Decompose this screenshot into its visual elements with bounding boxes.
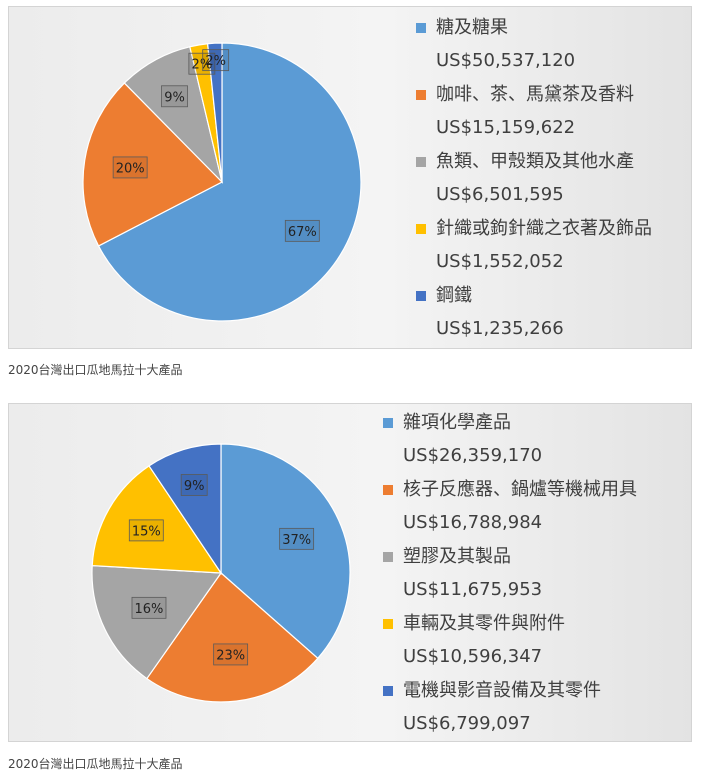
legend-label: 鋼鐵 — [436, 285, 472, 306]
legend-value: US$6,799,097 — [403, 713, 531, 734]
legend-swatch — [383, 552, 393, 562]
legend-item: 針織或鉤針織之衣著及飾品 US$1,552,052 — [416, 212, 652, 279]
legend-1: 糖及糖果 US$50,537,120 咖啡、茶、馬黛茶及香料 US$15,159… — [416, 11, 652, 346]
legend-item: 咖啡、茶、馬黛茶及香料 US$15,159,622 — [416, 78, 652, 145]
legend-swatch — [383, 619, 393, 629]
data-label: 15% — [132, 524, 161, 539]
data-label: 20% — [116, 161, 145, 176]
legend-swatch — [416, 224, 426, 234]
pie-slice — [91, 465, 223, 574]
pie-chart-1: 67% 20% 9% 2%2% — [82, 42, 362, 322]
legend-swatch — [383, 418, 393, 428]
legend-item: 電機與影音設備及其零件 US$6,799,097 — [383, 674, 637, 741]
legend-label: 魚類、甲殼類及其他水產 — [436, 151, 634, 172]
legend-label: 車輛及其零件與附件 — [403, 613, 565, 634]
data-label-box — [202, 49, 230, 72]
chart-caption: 2020台灣出口瓜地馬拉十大產品 — [8, 363, 183, 377]
data-label: 23% — [216, 648, 245, 663]
legend-value: US$16,788,984 — [403, 512, 543, 533]
data-label: 16% — [135, 602, 164, 617]
legend-item: 核子反應器、鍋爐等機械用具 US$16,788,984 — [383, 473, 637, 540]
pie-slice — [206, 42, 223, 183]
legend-item: 塑膠及其製品 US$11,675,953 — [383, 540, 637, 607]
legend-value: US$15,159,622 — [436, 117, 576, 138]
data-label: 9% — [184, 479, 205, 494]
legend-value: US$50,537,120 — [436, 50, 576, 71]
legend-swatch — [416, 90, 426, 100]
pie-chart-panel-2: 37% 23% 16% 15% 9% 雜項化學產品 US$26,359,170 核子反應… — [8, 403, 692, 742]
legend-swatch — [383, 686, 393, 696]
legend-label: 咖啡、茶、馬黛茶及香料 — [436, 84, 634, 105]
data-label: 9% — [164, 90, 185, 105]
pie-slice — [146, 572, 319, 703]
legend-label: 電機與影音設備及其零件 — [403, 680, 601, 701]
pie-chart-panel-1: 67% 20% 9% 2% 2% 糖及糖果 US$50,537,120 咖啡、茶、馬黛茶… — [8, 6, 692, 349]
data-label: 67% — [288, 225, 317, 240]
legend-swatch — [383, 485, 393, 495]
legend-value: US$1,552,052 — [436, 251, 564, 272]
legend-label: 糖及糖果 — [436, 17, 508, 38]
legend-swatch — [416, 157, 426, 167]
legend-value: US$26,359,170 — [403, 445, 543, 466]
data-label-box — [284, 219, 320, 242]
legend-item: 糖及糖果 US$50,537,120 — [416, 11, 652, 78]
data-label: 2% — [192, 58, 213, 73]
pie-slice — [220, 443, 351, 660]
data-label-box — [128, 519, 164, 542]
pie-chart-2: 37% 23% 16% 15% 9% — [91, 443, 351, 703]
legend-value: US$10,596,347 — [403, 646, 543, 667]
data-label-box — [279, 527, 315, 550]
pie-slice — [82, 82, 223, 247]
pie-slice — [97, 42, 362, 322]
data-label-box — [131, 596, 167, 619]
data-label-box — [161, 85, 188, 108]
chart-caption: 2020台灣出口瓜地馬拉十大產品 — [8, 757, 183, 771]
data-label: 2% — [205, 54, 226, 69]
data-label-box — [188, 52, 216, 75]
legend-label: 雜項化學產品 — [403, 412, 511, 433]
legend-item: 車輛及其零件與附件 US$10,596,347 — [383, 607, 637, 674]
legend-value: US$1,235,266 — [436, 318, 564, 339]
legend-swatch — [416, 291, 426, 301]
legend-item: 鋼鐵 US$1,235,266 — [416, 279, 652, 346]
data-label-box — [112, 156, 148, 179]
data-label-box — [213, 643, 249, 666]
legend-value: US$11,675,953 — [403, 579, 543, 600]
legend-value: US$6,501,595 — [436, 184, 564, 205]
legend-label: 塑膠及其製品 — [403, 546, 511, 567]
pie-slice — [91, 564, 223, 680]
data-label: 37% — [282, 533, 311, 548]
legend-label: 針織或鉤針織之衣著及飾品 — [436, 218, 652, 239]
legend-item: 魚類、甲殼類及其他水產 US$6,501,595 — [416, 145, 652, 212]
data-label-box — [180, 474, 208, 496]
pie-slice — [148, 443, 222, 575]
legend-item: 雜項化學產品 US$26,359,170 — [383, 406, 637, 473]
legend-label: 核子反應器、鍋爐等機械用具 — [403, 479, 637, 500]
legend-swatch — [416, 23, 426, 33]
legend-2: 雜項化學產品 US$26,359,170 核子反應器、鍋爐等機械用具 US$16… — [383, 406, 637, 741]
